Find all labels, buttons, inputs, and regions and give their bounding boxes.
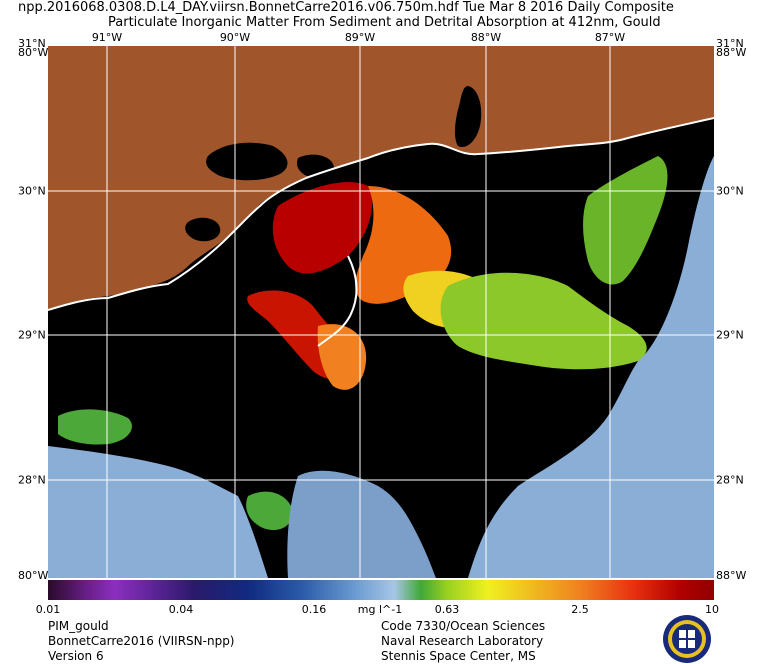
lat-label-30n-left: 30°N — [18, 184, 46, 198]
corner-bottom-left: 80°W — [18, 569, 49, 582]
colorbar-tick-5: 10 — [705, 603, 719, 616]
corner-top-right-lon: 88°W — [716, 46, 747, 59]
version-label: Version 6 — [48, 649, 104, 663]
corner-top-left-lon: 80°W — [18, 46, 49, 59]
colorbar-tick-1: 0.04 — [168, 603, 194, 616]
lake-maurepas — [185, 217, 221, 242]
plume-red — [272, 182, 372, 274]
colorbar — [48, 580, 714, 600]
corner-top-left-lat: 31°N — [18, 37, 46, 50]
corner-bottom-right: 88°W — [716, 569, 747, 582]
title-line-1: npp.2016068.0308.D.L4_DAY.viirsn.BonnetC… — [18, 0, 674, 15]
colorbar-tick-4: 2.5 — [571, 603, 589, 616]
lon-label-88w: 88°W — [470, 31, 502, 44]
org-name: Naval Research Laboratory — [381, 634, 544, 648]
lake-pontchartrain — [206, 142, 288, 181]
lon-label-89w: 89°W — [344, 31, 376, 44]
dataset-name: BonnetCarre2016 (VIIRSN-npp) — [48, 634, 235, 648]
product-name: PIM_gould — [48, 619, 109, 633]
nrl-seal-icon — [663, 615, 711, 663]
satellite-map — [48, 46, 714, 578]
coastline — [48, 117, 714, 311]
plume-orange-south — [317, 324, 367, 390]
water-blue-mid — [287, 470, 436, 578]
plume-green-s — [246, 491, 294, 531]
colorbar-tick-3: 0.63 — [434, 603, 460, 616]
plume-green — [440, 272, 647, 370]
water-blue-east — [468, 156, 714, 578]
org-location: Stennis Space Center, MS — [381, 649, 536, 663]
plume-green-east — [583, 156, 668, 285]
map-svg — [48, 46, 714, 578]
delta-coast — [317, 255, 358, 347]
plume-green-sw — [58, 409, 132, 445]
graticule — [48, 46, 714, 578]
lon-label-90w: 90°W — [219, 31, 251, 44]
lat-label-30n-right: 30°N — [716, 184, 744, 198]
lat-label-28n-left: 28°N — [18, 473, 46, 487]
corner-top-right-lat: 31°N — [716, 37, 744, 50]
colorbar-tick-2: 0.16 — [301, 603, 327, 616]
colorbar-tick-0: 0.01 — [35, 603, 61, 616]
lat-label-29n-right: 29°N — [716, 328, 744, 342]
title-line-2: Particulate Inorganic Matter From Sedime… — [108, 15, 661, 30]
water-blue-south — [48, 446, 268, 578]
lon-label-91w: 91°W — [91, 31, 123, 44]
lon-label-87w: 87°W — [594, 31, 626, 44]
land-area — [48, 46, 714, 310]
org-code: Code 7330/Ocean Sciences — [381, 619, 546, 633]
bay-mobile — [454, 86, 482, 148]
lat-label-28n-right: 28°N — [716, 473, 744, 487]
colorbar-units: mg l^-1 — [357, 603, 403, 616]
lat-label-29n-left: 29°N — [18, 328, 46, 342]
